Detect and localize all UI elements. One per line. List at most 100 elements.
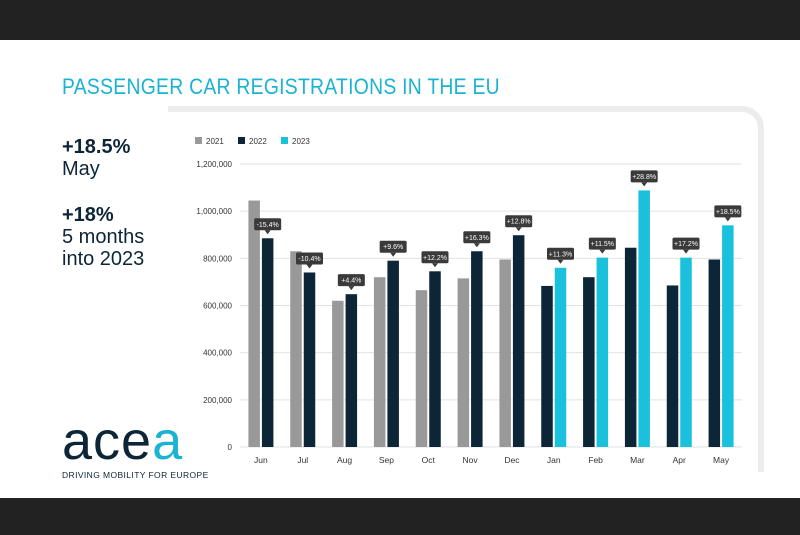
data-label-pointer (306, 264, 313, 269)
bar-2021-Dec (499, 259, 511, 447)
legend-label-2023: 2023 (292, 137, 310, 146)
data-label: +12.2% (421, 251, 449, 268)
bars (248, 190, 734, 447)
y-tick-label: 600,000 (203, 302, 232, 311)
data-label: +16.3% (463, 231, 491, 248)
x-tick-label: Feb (588, 455, 603, 465)
x-tick-label: Jul (297, 455, 308, 465)
bar-2021-Sep (373, 277, 386, 447)
stat-may-label: May (62, 158, 100, 180)
data-label-box (421, 251, 449, 264)
bar-2023-Mar (638, 190, 650, 447)
bar-2023-May (722, 225, 734, 447)
data-label-pointer (724, 217, 731, 222)
legend-swatch-2022 (238, 137, 245, 144)
data-label-text: -10.4% (298, 256, 320, 263)
data-label-box (588, 237, 616, 250)
stat-may-value: +18.5% (62, 136, 131, 158)
bar-2022-Jan (541, 285, 553, 447)
bar-2021-Aug (332, 300, 344, 447)
data-label-box (714, 205, 742, 218)
data-label-pointer (473, 243, 480, 248)
x-tick-label: Dec (504, 455, 520, 465)
bar-2022-Aug (345, 294, 358, 447)
y-tick-label: 1,000,000 (196, 207, 232, 216)
data-label-text: +11.3% (549, 251, 572, 258)
data-label-pointer (557, 259, 564, 264)
data-label-box (379, 240, 407, 253)
bar-2022-Dec (512, 235, 525, 447)
bar-2022-Sep (387, 260, 399, 447)
logo-letter: a (152, 411, 184, 471)
bar-2021-Oct (415, 290, 428, 447)
logo-tagline: DRIVING MOBILITY FOR EUROPE (62, 470, 209, 480)
data-label-pointer (515, 227, 522, 232)
chart-frame (168, 106, 764, 472)
data-label-pointer (264, 230, 271, 235)
data-label-box (672, 237, 700, 250)
data-label-text: +17.2% (674, 241, 698, 248)
data-label-box (337, 274, 365, 287)
data-label-box (547, 247, 574, 260)
bar-2022-Nov (471, 251, 483, 447)
legend: 2021 2022 2023 (195, 137, 310, 146)
bar-2022-Oct (429, 271, 441, 447)
data-label-text: +11.5% (591, 241, 614, 248)
page-title: PASSENGER CAR REGISTRATIONS IN THE EU (62, 74, 500, 99)
stat-ytd: +18% 5 months into 2023 (62, 204, 144, 270)
data-label-box (463, 231, 491, 244)
x-tick-label: Aug (337, 455, 352, 465)
y-tick-label: 200,000 (203, 396, 232, 405)
data-label: +28.8% (630, 170, 658, 187)
data-label-pointer (683, 249, 689, 254)
data-label-text: +4.4% (341, 278, 361, 285)
data-label-text: +18.5% (716, 209, 740, 216)
data-label: +12.8% (505, 215, 533, 232)
data-label-text: +12.8% (507, 219, 531, 226)
logo-letter: a (62, 411, 94, 471)
data-label-text: +12.2% (423, 255, 447, 262)
chart-card: PASSENGER CAR REGISTRATIONS IN THE EU +1… (0, 40, 800, 498)
data-label-text: +28.8% (632, 174, 656, 181)
y-tick-label: 0 (228, 443, 233, 452)
x-tick-label: Mar (630, 455, 645, 465)
bar-2021-Jul (290, 251, 302, 447)
y-tick-label: 800,000 (203, 254, 232, 263)
stat-ytd-label-line2: into 2023 (62, 248, 145, 270)
legend-swatch-2021 (195, 137, 202, 144)
bar-2022-Jul (303, 272, 316, 447)
data-label-pointer (348, 286, 355, 291)
data-label: +4.4% (337, 274, 365, 291)
data-label-box (254, 218, 282, 231)
data-label-box (296, 252, 323, 265)
stat-ytd-value: +18% (62, 204, 114, 226)
data-label-text: +16.3% (465, 235, 489, 242)
data-label: +11.3% (547, 247, 574, 264)
data-label: +17.2% (672, 237, 700, 254)
data-label: -10.4% (296, 252, 323, 269)
data-label-pointer (390, 252, 397, 257)
x-tick-label: Apr (673, 455, 686, 465)
data-label: +18.5% (714, 205, 742, 222)
data-label-box (505, 215, 533, 228)
x-tick-label: May (713, 455, 730, 465)
legend-swatch-2023 (281, 137, 288, 144)
x-tick-label: Nov (463, 455, 479, 465)
bar-2023-Jan (554, 267, 567, 447)
data-label: -15.4% (254, 218, 282, 235)
data-label-pointer (599, 249, 606, 254)
data-label: +11.5% (588, 237, 616, 254)
data-label-pointer (641, 182, 648, 187)
gridlines (240, 163, 742, 448)
data-label-text: +9.6% (383, 244, 403, 251)
bar-2022-May (708, 259, 721, 447)
y-tick-label: 400,000 (203, 349, 232, 358)
data-label-pointer (432, 263, 438, 268)
logo-wordmark: acea (62, 414, 209, 468)
x-tick-label: Oct (422, 455, 436, 465)
acea-logo: acea DRIVING MOBILITY FOR EUROPE (62, 414, 209, 480)
bar-2022-Mar (624, 247, 637, 447)
bar-chart: 2021 2022 2023 0 200,000 400,000 600,000 800,0… (195, 137, 742, 465)
x-axis: Jun Jul Aug Sep Oct Nov Dec Jan Feb Mar Apr May (254, 455, 730, 465)
legend-label-2021: 2021 (206, 137, 224, 146)
